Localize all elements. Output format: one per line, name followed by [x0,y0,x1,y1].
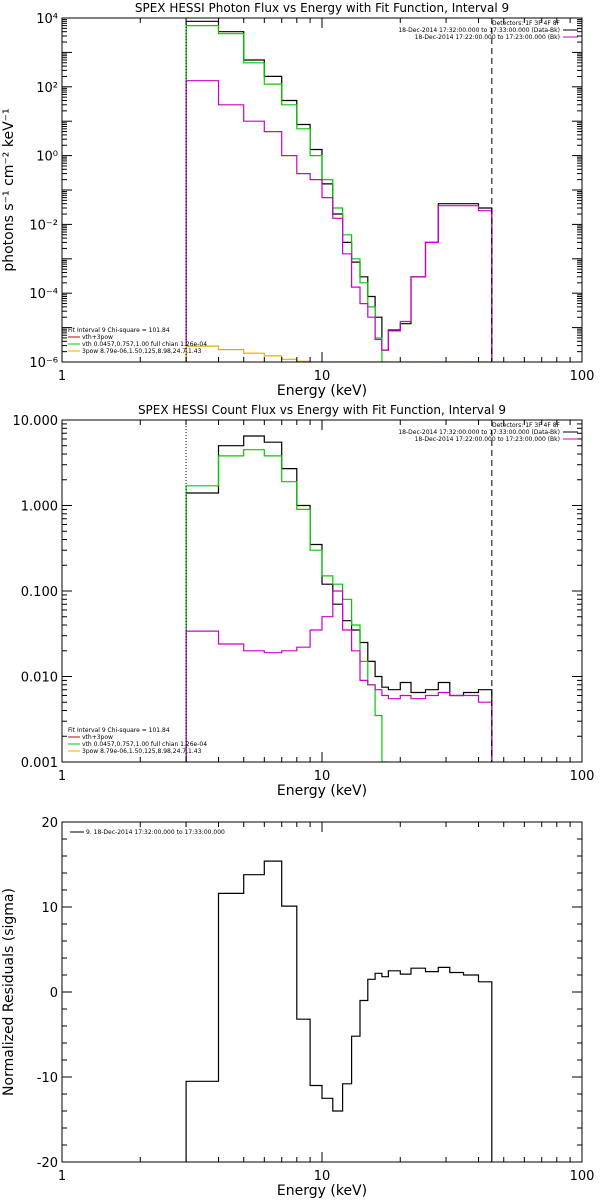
x-axis-label: Energy (keV) [277,1183,367,1199]
x-tick-label: 10 [314,1169,331,1184]
legend-header: Detectors: 1F 3F 4F 8F [492,422,561,429]
x-tick-label: 100 [570,369,595,384]
y-tick-label: 0 [50,986,58,1001]
legend-entry: vth 0.0457,0.757,1.00 full chian 1.26e-0… [82,741,207,748]
y-tick-label: -10 [37,1071,58,1086]
y-tick-label: 10.000 [13,414,59,429]
x-tick-label: 10 [314,769,331,784]
legend-header: Fit Interval 9 Chi-square = 101.84 [68,727,170,734]
y-axis-label: Normalized Residuals (sigma) [1,888,17,1096]
legend-entry: 18-Dec-2014 17:32:00.000 to 17:33:00.000… [398,27,560,34]
y-tick-label: 0.010 [21,671,58,686]
series-line-3 [185,80,493,362]
legend-header: Detectors: 1F 3F 4F 8F [492,20,561,27]
legend-entry: 3pow 8.79e-06,1.50,125,8.98,24.7,1.43 [82,348,202,355]
y-tick-label: 10⁻⁴ [29,287,58,302]
legend-header: Fit Interval 9 Chi-square = 101.84 [68,327,170,334]
legend-entry: vth+3pow [82,334,113,341]
y-axis-label: photons s⁻¹ cm⁻² keV⁻¹ [1,108,17,271]
series-line-3 [185,590,493,762]
panel-2: SPEX HESSI Count Flux vs Energy with Fit… [13,403,595,799]
y-tick-label: 10 [41,901,58,916]
plot-area [185,860,493,1162]
x-tick-label: 100 [570,1169,595,1184]
panel-1: SPEX HESSI Photon Flux vs Energy with Fi… [1,1,594,399]
legend-entry: 18-Dec-2014 17:32:00.000 to 17:33:00.000… [398,429,560,436]
y-tick-label: 10⁻⁶ [29,356,58,371]
legend-entry: 18-Dec-2014 17:22:00.000 to 17:23:00.000… [415,436,560,443]
y-tick-label: -20 [37,1156,58,1171]
legend-entry: vth+3pow [82,734,113,741]
x-tick-label: 10 [314,369,331,384]
x-axis-label: Energy (keV) [277,383,367,399]
legend-entry: 3pow 8.79e-06,1.50,125,8.98,24.7,1.43 [82,748,202,755]
y-tick-label: 0.100 [21,585,58,600]
plot-area [185,435,493,762]
series-line-1 [185,435,493,762]
y-tick-label: 10⁴ [36,12,58,27]
series-line-4 [185,345,493,362]
legend-entry: vth 0.0457,0.757,1.00 full chian 1.26e-0… [82,341,207,348]
y-tick-label: 20 [41,816,58,831]
plot-area [185,20,493,362]
axes-frame [61,821,583,1163]
panel-3: 1 10 100 -20 -10 0 10 20 Energy (keV) Normalized … [1,816,594,1199]
legend-entry: 18-Dec-2014 17:22:00.000 to 17:23:00.000… [415,34,560,41]
chart-title: SPEX HESSI Photon Flux vs Energy with Fi… [135,1,509,15]
x-tick-label: 1 [58,769,66,784]
axes-frame [61,419,583,763]
x-tick-label: 1 [58,369,66,384]
y-tick-label: 10² [36,81,58,96]
series-line-2 [185,449,389,762]
x-tick-label: 100 [570,769,595,784]
legend-entry: 9. 18-Dec-2014 17:32:00.000 to 17:33:00.… [86,829,225,836]
x-axis-label: Energy (keV) [277,783,367,799]
series-line-1 [185,20,493,362]
y-tick-label: 10⁻² [29,218,58,233]
chart-title: SPEX HESSI Count Flux vs Energy with Fit… [138,403,506,417]
y-tick-label: 0.001 [21,756,58,771]
y-tick-label: 1.000 [21,500,58,515]
y-tick-label: 10⁰ [36,150,58,165]
series-line-2 [185,25,389,362]
x-tick-label: 1 [58,1169,66,1184]
series-line-1 [185,860,493,1162]
